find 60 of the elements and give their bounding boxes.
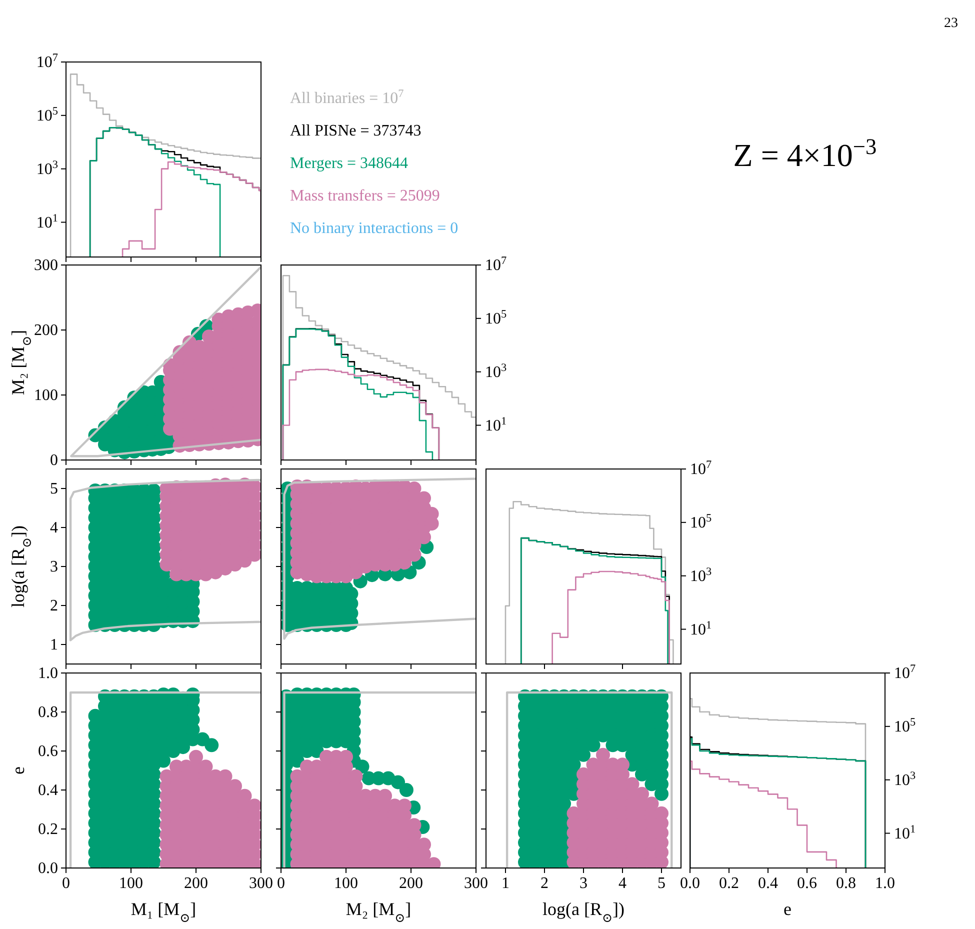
x-tick-label: 3 (580, 875, 588, 892)
y-tick-label: 10$^{1}$ (485, 415, 507, 434)
y-tick-label: 10$^{5}$ (36, 105, 58, 124)
y-tick-label: 10$^{3}$ (894, 770, 916, 789)
y-tick-label: 300 (34, 257, 58, 274)
y-tick-label: 1.0 (38, 665, 58, 682)
legend-label: No binary interactions = 0 (290, 220, 458, 237)
y-tick-label: 10$^{7}$ (36, 52, 58, 71)
y-tick-label: 0.2 (38, 821, 58, 838)
y-tick-label: 10$^{1}$ (690, 619, 712, 638)
x-tick-label: 0 (62, 875, 70, 892)
y-tick-label: 10$^{5}$ (485, 308, 507, 328)
x-tick-label: 200 (184, 875, 208, 892)
x-axis-title: M₂ [M$_{⊙}$] (346, 899, 412, 925)
text: Mergers = 348644 (290, 155, 408, 172)
x-tick-label: 100 (119, 875, 143, 892)
y-tick-label: 10$^{5}$ (690, 512, 712, 532)
text: Z = 4×10$^{−3}$ (733, 134, 877, 173)
x-tick-label: 0.2 (719, 875, 739, 892)
series-label: Mass transfers = 25099 (290, 188, 440, 204)
y-tick-label: 5 (50, 480, 58, 498)
x-tick-label: 0.6 (797, 875, 817, 892)
x-axis-title: log(a [R$_{⊙}$]) (542, 899, 625, 925)
y-tick-label: 0.0 (38, 860, 58, 877)
x-tick-label: 0.8 (836, 875, 856, 892)
y-tick-label: 10$^{7}$ (690, 459, 712, 478)
y-tick-label: 3 (50, 558, 58, 576)
y-tick-label: 10$^{3}$ (485, 362, 507, 381)
x-tick-label: 100 (334, 875, 358, 892)
x-axis-title: M₁ [M$_{⊙}$] (130, 899, 196, 925)
text: All PISNe = 373743 (290, 122, 422, 140)
x-tick-label: 300 (249, 875, 273, 892)
y-tick-label: 100 (34, 387, 58, 404)
x-tick-label: 5 (658, 875, 666, 892)
x-tick-label: 0.4 (758, 875, 778, 892)
x-tick-label: 300 (464, 875, 488, 892)
y-tick-label: 10$^{3}$ (36, 158, 58, 178)
x-tick-label: 200 (399, 875, 423, 892)
y-tick-label: 10$^{5}$ (894, 716, 916, 736)
text: All binaries = 10$^{7}$ (290, 88, 404, 107)
y-tick-label: 10$^{1}$ (36, 212, 58, 232)
y-tick-label: 2 (50, 598, 58, 614)
y-tick-label: 0.6 (38, 743, 58, 760)
y-tick-label: 0 (50, 452, 58, 469)
x-axis-title: e (784, 899, 792, 919)
x-tick-label: 4 (618, 875, 626, 892)
y-tick-label: 0.8 (38, 704, 58, 721)
text: 23 (944, 16, 958, 31)
x-tick-label: 2 (540, 875, 548, 892)
x-tick-label: 0 (277, 875, 285, 892)
y-tick-label: 10$^{7}$ (485, 255, 507, 274)
y-tick-label: 4 (50, 520, 58, 536)
y-axis-title: e (8, 766, 28, 774)
y-tick-label: 10$^{1}$ (894, 823, 916, 842)
y-tick-label: 1 (50, 636, 58, 654)
y-tick-label: 0.4 (38, 782, 58, 799)
x-tick-label: 1.0 (875, 875, 895, 892)
y-tick-label: 10$^{7}$ (894, 663, 916, 682)
y-tick-label: 200 (34, 322, 58, 339)
y-tick-label: 10$^{3}$ (690, 566, 712, 585)
